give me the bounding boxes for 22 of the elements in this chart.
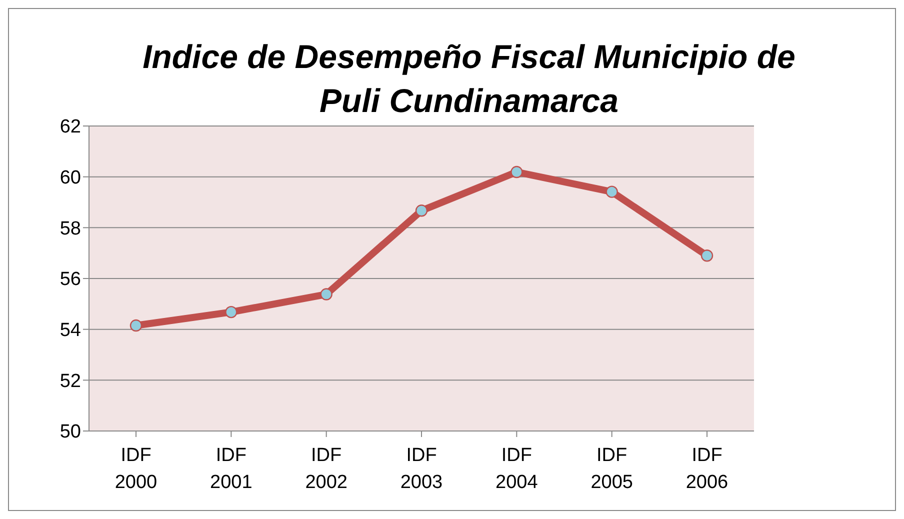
point	[700, 250, 714, 262]
y-tick-label: 52	[60, 370, 81, 392]
x-tick-label: IDF 2004	[496, 445, 538, 493]
y-tick-label: 58	[60, 218, 81, 240]
y-tick-label: 62	[60, 116, 81, 138]
x-tick-label: IDF 2005	[590, 445, 633, 493]
y-tick-label: 50	[60, 422, 81, 443]
x-tick-label: IDF 2002	[305, 445, 348, 493]
chart-title: Indice de Desempeño Fiscal Municipio de Puli Cundinamarca	[142, 37, 796, 121]
point	[130, 319, 142, 332]
point	[415, 204, 428, 217]
point	[606, 186, 618, 198]
point	[510, 166, 523, 178]
point	[225, 306, 238, 318]
x-tick-label: IDF 2006	[686, 445, 728, 493]
point	[320, 288, 332, 300]
y-tick-label: 54	[60, 320, 82, 342]
x-tick-label: IDF 2000	[114, 445, 158, 493]
y-tick-label: 56	[60, 269, 81, 290]
y-tick-label: 60	[60, 168, 81, 189]
x-tick-label: IDF 2001	[210, 445, 252, 493]
x-tick-label: IDF 2003	[400, 445, 443, 493]
